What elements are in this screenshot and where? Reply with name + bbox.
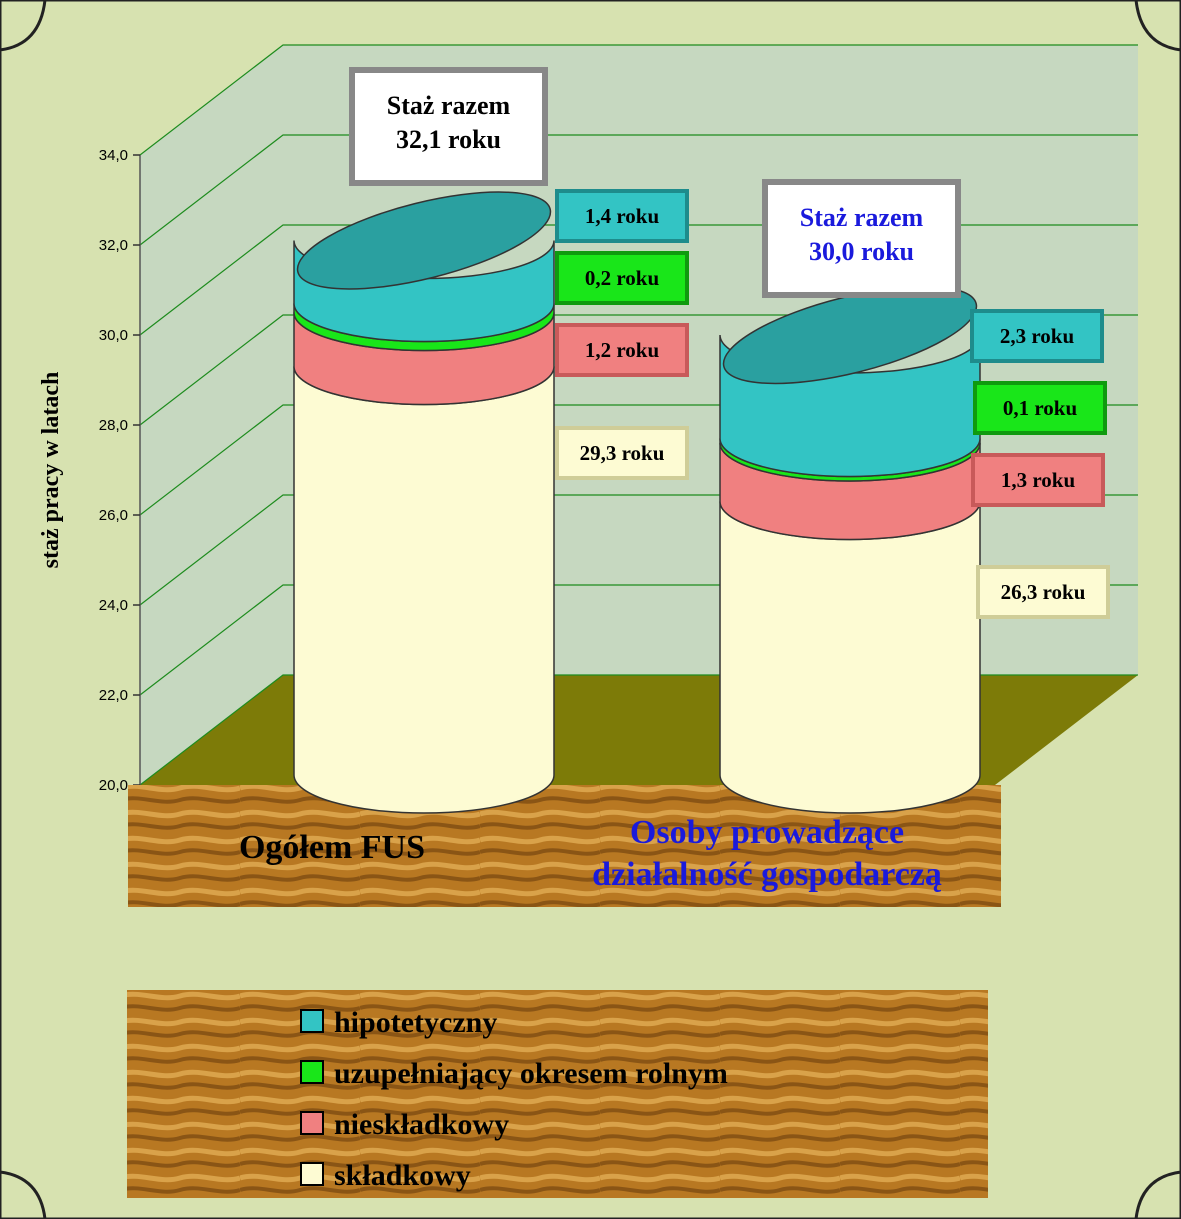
category-label: działalność gospodarczą	[592, 856, 942, 893]
legend-entry: uzupełniający okresem rolnym	[300, 1057, 728, 1090]
bar-segment	[293, 366, 555, 814]
legend-entry: hipotetyczny	[300, 1006, 497, 1039]
gridline	[139, 44, 1138, 156]
data-label-box	[555, 323, 689, 377]
y-tick-label: 28,0	[99, 417, 128, 434]
total-label: Staż razem 32,1 roku	[349, 67, 548, 186]
data-label-text: 1,2 roku	[585, 338, 660, 362]
data-label-text: 29,3 roku	[580, 441, 665, 465]
total-text: Staż razem	[800, 203, 924, 232]
legend-entry: składkowy	[300, 1159, 471, 1192]
data-label: 1,2 roku	[555, 323, 689, 377]
total-box	[762, 179, 961, 298]
data-label-text: 2,3 roku	[1000, 324, 1075, 348]
y-tick-label: 34,0	[99, 147, 128, 164]
y-tick-label: 26,0	[99, 507, 128, 524]
total-label: Staż razem 30,0 roku	[762, 179, 961, 298]
data-label: 1,4 roku	[555, 189, 689, 243]
data-label-box	[555, 426, 689, 480]
data-label: 2,3 roku	[970, 309, 1104, 363]
category-label: Osoby prowadzące	[630, 814, 904, 851]
total-text: Staż razem	[387, 91, 511, 120]
legend-swatch	[300, 1009, 324, 1033]
total-text: 32,1 roku	[396, 125, 501, 154]
legend-label: uzupełniający okresem rolnym	[334, 1057, 728, 1090]
bar-top	[722, 285, 978, 385]
y-tick-label: 20,0	[99, 777, 128, 794]
bar-top	[296, 191, 552, 290]
y-tick-label: 24,0	[99, 597, 128, 614]
legend-swatch	[300, 1162, 324, 1186]
legend-entry: nieskładkowy	[300, 1108, 509, 1141]
data-label: 26,3 roku	[976, 565, 1110, 619]
data-label: 29,3 roku	[555, 426, 689, 480]
data-label-box	[555, 189, 689, 243]
legend-label: składkowy	[334, 1159, 471, 1192]
total-box	[349, 67, 548, 186]
legend-swatch	[300, 1111, 324, 1135]
gridline	[139, 134, 1138, 246]
data-label-box	[973, 381, 1107, 435]
data-label-text: 0,2 roku	[585, 266, 660, 290]
chart-floor	[140, 675, 1138, 785]
bar-segment	[719, 501, 981, 814]
data-label: 0,1 roku	[973, 381, 1107, 435]
data-label-text: 1,3 roku	[1001, 468, 1076, 492]
data-label-text: 26,3 roku	[1001, 580, 1086, 604]
y-tick-label: 32,0	[99, 237, 128, 254]
data-label-box	[555, 251, 689, 305]
data-label-text: 1,4 roku	[585, 204, 660, 228]
data-label-box	[971, 453, 1105, 507]
legend-label: hipotetyczny	[334, 1006, 497, 1039]
legend-swatch	[300, 1060, 324, 1084]
y-tick-label: 30,0	[99, 327, 128, 344]
y-tick-label: 22,0	[99, 687, 128, 704]
total-text: 30,0 roku	[809, 237, 914, 266]
legend-label: nieskładkowy	[334, 1108, 509, 1141]
y-axis-title: staż pracy w latach	[38, 372, 64, 569]
data-label-box	[970, 309, 1104, 363]
legend-panel	[127, 990, 988, 1198]
data-label: 0,2 roku	[555, 251, 689, 305]
category-label: Ogółem FUS	[239, 829, 425, 866]
data-label: 1,3 roku	[971, 453, 1105, 507]
data-label-box	[976, 565, 1110, 619]
data-label-text: 0,1 roku	[1003, 396, 1078, 420]
